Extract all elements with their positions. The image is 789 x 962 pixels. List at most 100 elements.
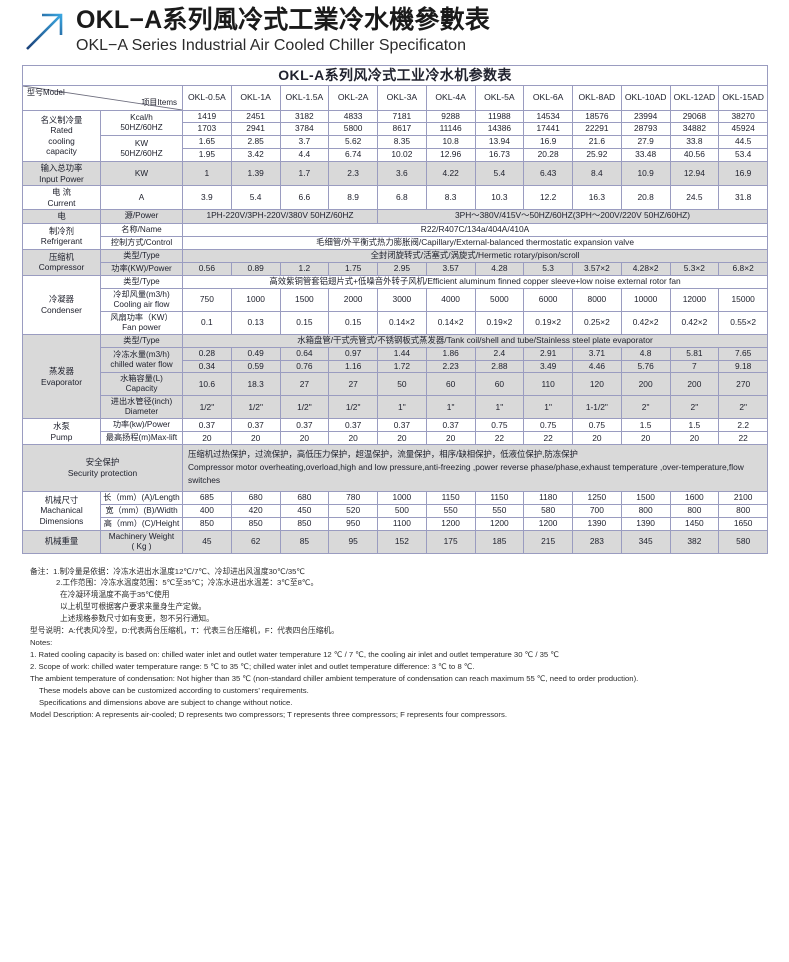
cell: 45924 (718, 122, 769, 137)
group-condenser: 冷凝器 Condenser (22, 274, 101, 335)
group-rated-cooling-en3: capacity (46, 146, 77, 157)
group-dimensions-en1: Machanical (40, 505, 83, 516)
cell: 33.8 (669, 135, 720, 150)
cell: 283 (572, 529, 622, 554)
cell: 215 (523, 529, 573, 554)
condenser-type-value: 高效紫铜管套铝翅片式+低噪音外转子风机/Efficient aluminum f… (181, 274, 769, 289)
cell: 8617 (377, 122, 427, 137)
page-title-en: OKL−A Series Industrial Air Cooled Chill… (76, 37, 466, 54)
specification-table: OKL-A系列风冷式工业冷水机参数表 型号Model 项目Items OKL-0… (21, 65, 769, 554)
unit-amp: A (100, 185, 183, 211)
cell: 38270 (718, 109, 769, 124)
cell: 850 (230, 516, 281, 531)
cell: 16.9 (523, 135, 573, 150)
unit-refrigerant-name: 名称/Name (100, 222, 183, 237)
cell: 50 (377, 372, 427, 397)
cell: 2.2 (718, 418, 769, 433)
cell: 4.22 (425, 161, 476, 187)
model-col-7: OKL-6A (523, 84, 573, 111)
cell: 1250 (572, 490, 622, 505)
group-power-label: 源/Power (100, 209, 183, 224)
group-current-en: Current (47, 197, 76, 208)
cell: 950 (328, 516, 378, 531)
cell: 700 (572, 503, 622, 518)
cell: 85 (279, 529, 330, 554)
cell: 850 (182, 516, 232, 531)
cell: 1200 (425, 516, 476, 531)
cell: 4.4 (279, 148, 330, 163)
group-compressor-en: Compressor (38, 262, 85, 273)
notes-block: 备注：1.制冷量是依据：冷冻水进出水温度12℃/7℃、冷却进出风温度30℃/35… (30, 566, 767, 721)
group-rated-cooling-en2: cooling (48, 135, 75, 146)
cell: 800 (620, 503, 671, 518)
cell: 0.37 (182, 418, 232, 433)
cell: 5.4 (474, 161, 525, 187)
cell: 2100 (718, 490, 769, 505)
cell: 10.3 (474, 185, 525, 211)
group-rated-cooling-cn: 名义制冷量 (40, 114, 83, 125)
unit-evaporator-type: 类型/Type (100, 333, 183, 348)
cell: 27 (328, 372, 378, 397)
cell: 1650 (718, 516, 769, 531)
cell: 9.18 (718, 359, 769, 374)
cell: 60 (425, 372, 476, 397)
cell: 1" (377, 395, 427, 420)
cell: 13.94 (474, 135, 525, 150)
cell: 33.48 (620, 148, 671, 163)
spec-table-wrap: OKL-A系列风冷式工业冷水机参数表 型号Model 项目Items OKL-0… (21, 65, 769, 554)
cell: 12.96 (425, 148, 476, 163)
corner-items-label: 项目Items (141, 98, 177, 108)
cell: 1390 (572, 516, 622, 531)
unit-pipe-diameter: 进出水管径(inch) Diameter (100, 395, 183, 420)
cell: 16.3 (572, 185, 622, 211)
cell: 1100 (377, 516, 427, 531)
note-cn-1: 备注：1.制冷量是依据：冷冻水进出水温度12℃/7℃、冷却进出风温度30℃/35… (30, 566, 306, 576)
cell: 0.75 (523, 418, 573, 433)
cell: 12.2 (523, 185, 573, 211)
cell: 5.76 (620, 359, 671, 374)
cell: 62 (230, 529, 281, 554)
group-input-power-en: Input Power (39, 173, 84, 184)
cell: 1390 (620, 516, 671, 531)
cell: 24.5 (669, 185, 720, 211)
cell: 1200 (523, 516, 573, 531)
row-current: 电 流 Current A 3.9 5.4 6.6 8.9 6.8 8.3 10… (22, 185, 769, 211)
unit-chilled-water-flow: 冷冻水量(m3/h) chilled water flow (100, 346, 183, 374)
unit-width: 宽（mm）(B)/Width (100, 503, 183, 518)
cell: 110 (523, 372, 573, 397)
row-condenser-type: 冷凝器 Condenser 类型/Type 高效紫铜管套铝翅片式+低噪音外转子风… (22, 274, 769, 335)
cell: 7181 (377, 109, 427, 124)
row-fan-power: 风扇功率（KW） Fan power 0.1 0.13 0.15 0.15 0.… (23, 310, 769, 335)
cell: 0.13 (230, 310, 281, 335)
cell: 2" (620, 395, 671, 420)
cell: 3.7 (279, 135, 330, 150)
row-pipe-diameter: 进出水管径(inch) Diameter 1/2" 1/2" 1/2" 1/2"… (23, 395, 769, 420)
cell: 20 (669, 431, 720, 446)
group-dimensions-cn: 机械尺寸 (44, 494, 79, 505)
unit-kw-label: KW (134, 138, 149, 148)
cell: 4.46 (572, 359, 622, 374)
cell: 18.3 (230, 372, 281, 397)
cell: 0.75 (572, 418, 622, 433)
arrow-up-right-icon (22, 8, 68, 54)
unit-kcal: Kcal/h 50HZ/60HZ (100, 109, 183, 137)
model-col-2: OKL-1.5A (279, 84, 330, 111)
model-col-1: OKL-1A (230, 84, 281, 111)
row-input-power: 输入总功率 Input Power KW 1 1.39 1.7 2.3 3.6 … (22, 161, 769, 187)
unit-chilled-flow-cn: 冷冻水量(m3/h) (113, 350, 170, 360)
group-security-en: Security protection (67, 467, 138, 478)
cell: 185 (474, 529, 525, 554)
cell: 0.15 (328, 310, 378, 335)
note-en-4: These models above can be customized acc… (39, 685, 309, 695)
cell: 3784 (279, 122, 330, 137)
cell: 22 (474, 431, 525, 446)
cell: 4000 (425, 287, 476, 312)
note-cn-3: 在冷凝环境温度不高于35℃使用 (60, 590, 170, 600)
cell: 1" (474, 395, 525, 420)
cell: 20 (182, 431, 232, 446)
group-pump-en: Pump (50, 431, 73, 442)
group-refrigerant-en: Refrigerant (40, 236, 83, 247)
cell: 0.25×2 (572, 310, 622, 335)
cell: 1000 (377, 490, 427, 505)
